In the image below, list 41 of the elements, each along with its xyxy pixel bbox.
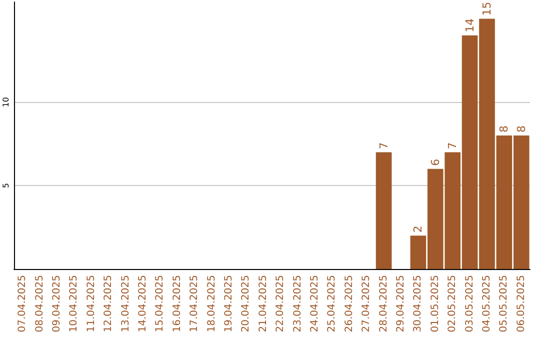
x-tick-label: 21.04.2025 <box>258 275 269 332</box>
x-tick-label: 13.04.2025 <box>120 275 132 332</box>
x-tick-label: 03.05.2025 <box>464 275 476 332</box>
x-tick-label: 20.04.2025 <box>240 275 252 332</box>
x-tick-label: 08.04.2025 <box>34 275 46 332</box>
x-tick-label: 16.04.2025 <box>172 275 183 332</box>
data-label: 14 <box>463 18 476 32</box>
x-tick-label: 29.04.2025 <box>396 275 406 332</box>
bar <box>376 152 392 269</box>
x-tick-label: 07.04.2025 <box>17 275 28 332</box>
data-label: 6 <box>428 158 442 166</box>
data-label: 7 <box>446 142 460 150</box>
x-tick-label: 25.04.2025 <box>326 275 338 332</box>
x-tick-label: 17.04.2025 <box>189 275 200 332</box>
x-tick-label: 14.04.2025 <box>138 275 148 332</box>
x-tick-label: 15.04.2025 <box>154 275 166 332</box>
x-tick-label: 23.04.2025 <box>292 275 304 332</box>
x-tick-label: 01.05.2025 <box>430 275 441 332</box>
x-tick-label: 27.04.2025 <box>361 275 372 332</box>
data-label: 8 <box>514 126 528 132</box>
x-tick-label: 09.04.2025 <box>52 275 62 332</box>
data-label: 2 <box>412 226 425 233</box>
x-tick-label: 05.05.2025 <box>498 275 510 332</box>
x-tick-label: 22.04.2025 <box>275 275 286 332</box>
data-label: 8 <box>498 126 511 132</box>
x-tick-label: 26.04.2025 <box>344 275 355 332</box>
x-tick-label: 10.04.2025 <box>68 275 80 332</box>
x-tick-label: 19.04.2025 <box>224 275 234 332</box>
y-tick-label: 5 <box>2 183 10 188</box>
x-tick-label: 12.04.2025 <box>103 275 114 332</box>
x-tick-label: 02.05.2025 <box>447 275 458 332</box>
x-tick-label: 18.04.2025 <box>206 275 218 332</box>
x-tick-label: 24.04.2025 <box>310 275 320 332</box>
x-tick-label: 30.04.2025 <box>412 275 424 332</box>
y-tick-label: 10 <box>2 97 10 108</box>
data-label: 15 <box>480 2 494 16</box>
x-tick-label: 28.04.2025 <box>378 275 390 332</box>
x-tick-label: 06.05.2025 <box>516 275 527 332</box>
x-tick-label: 04.05.2025 <box>482 275 492 332</box>
x-tick-label: 11.04.2025 <box>86 275 97 332</box>
data-label: 7 <box>377 142 390 150</box>
